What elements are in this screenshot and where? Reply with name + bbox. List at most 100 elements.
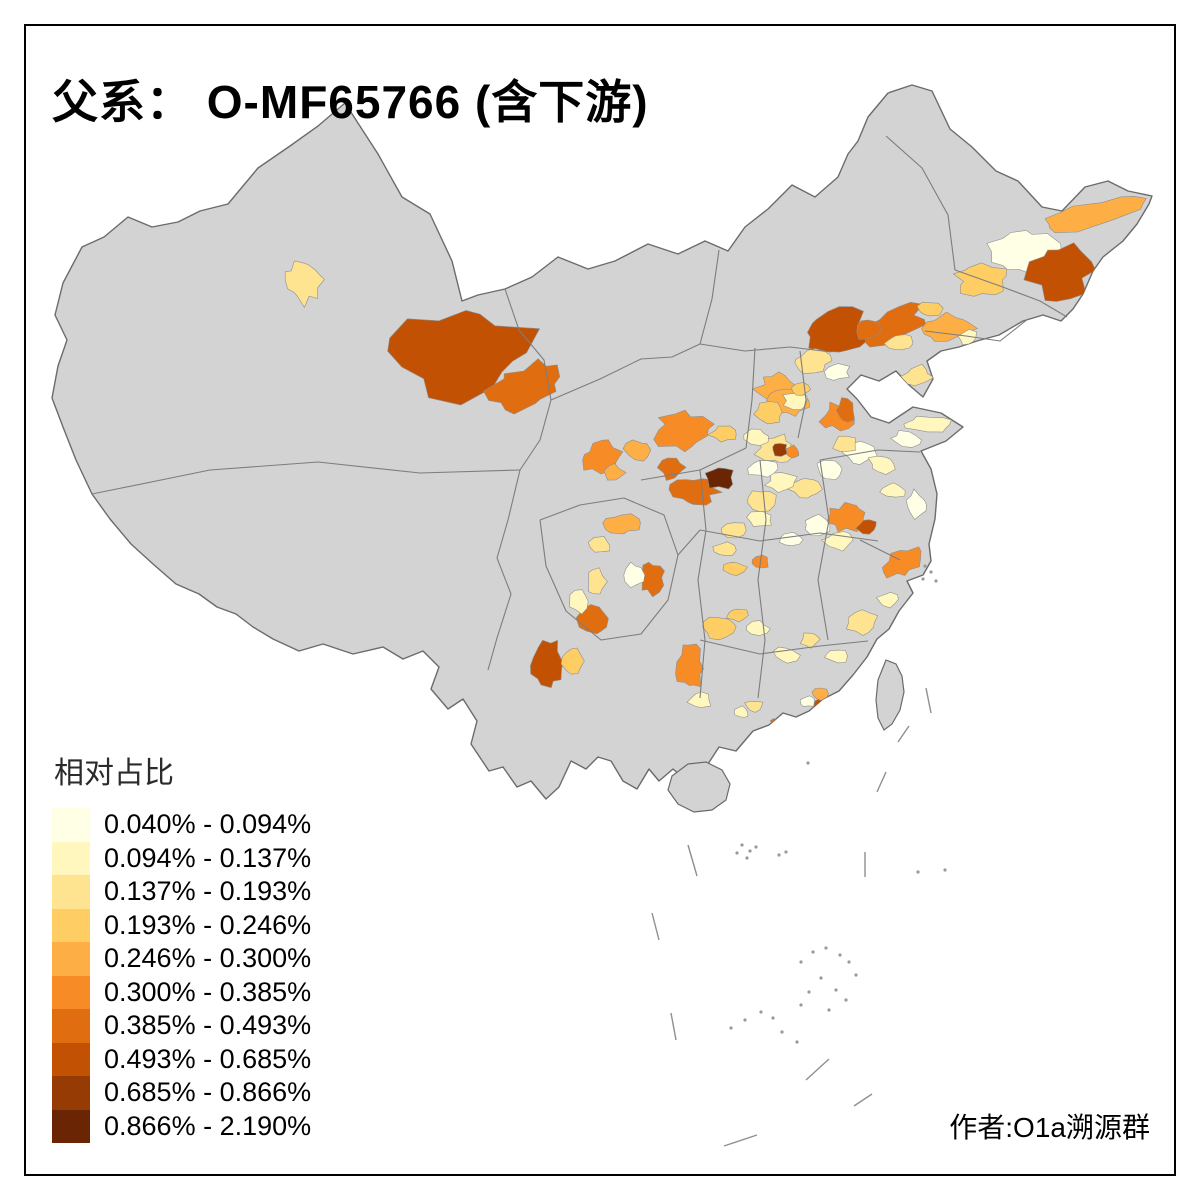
prefecture-region — [721, 522, 747, 539]
prefecture-region — [284, 260, 325, 308]
prefecture-region — [785, 444, 800, 459]
prefecture-region — [712, 541, 737, 557]
prefecture-region — [588, 567, 608, 595]
prefecture-region — [734, 705, 749, 718]
islet-dot — [729, 1026, 733, 1030]
islet-dot — [735, 851, 739, 855]
prefecture-region — [905, 488, 927, 520]
prefecture-region — [916, 301, 944, 317]
prefecture-region — [807, 306, 870, 353]
prefecture-region — [952, 262, 1008, 297]
islet-dot — [824, 946, 828, 950]
islet-dot — [811, 950, 815, 954]
colored-prefecture-regions — [284, 195, 1147, 727]
prefecture-region — [602, 513, 641, 535]
legend-row: 0.094% - 0.137% — [52, 841, 311, 875]
islet-dot — [795, 1040, 799, 1044]
prefecture-region — [569, 589, 589, 615]
islet-dot — [740, 843, 744, 847]
author-caption: 作者:O1a溯源群 — [949, 1112, 1150, 1143]
prefecture-region — [957, 329, 977, 346]
legend: 相对占比 0.040% - 0.094% 0.094% - 0.137% 0.137… — [52, 748, 311, 1143]
islet-dot — [745, 856, 749, 860]
islet-dot — [827, 1008, 831, 1012]
islet-dot — [780, 1030, 784, 1034]
prefecture-region — [622, 439, 652, 462]
legend-label: 0.193% - 0.246% — [104, 909, 312, 940]
prefecture-region — [903, 415, 952, 433]
prefecture-region — [875, 591, 899, 609]
islet-dot — [748, 849, 752, 853]
prefecture-region — [804, 513, 831, 537]
prefecture-region — [879, 482, 906, 498]
prefecture-region — [791, 381, 812, 396]
legend-label: 0.137% - 0.193% — [104, 876, 312, 907]
islet-dot — [784, 850, 788, 854]
prefecture-region — [1023, 242, 1096, 302]
prefecture-region — [832, 435, 857, 452]
islet-dash — [853, 1093, 873, 1107]
islet-dot — [807, 990, 811, 994]
prefecture-region — [883, 334, 914, 351]
prefecture-region — [772, 443, 788, 457]
prefecture-region — [867, 455, 896, 475]
legend-swatch — [52, 1042, 90, 1076]
prefecture-region — [653, 409, 715, 453]
prefecture-region — [675, 643, 705, 688]
islet-dot — [771, 1016, 775, 1020]
prefecture-region — [835, 397, 855, 423]
prefecture-region — [530, 639, 563, 689]
legend-row: 0.493% - 0.685% — [52, 1042, 312, 1076]
islet-dash — [651, 912, 660, 941]
islet-dot — [844, 998, 848, 1002]
prefecture-region — [587, 536, 611, 553]
prefecture-region — [744, 700, 764, 713]
islet-dash — [876, 771, 887, 793]
islet-dot — [943, 868, 947, 872]
legend-label: 0.385% - 0.493% — [104, 1010, 312, 1041]
prefecture-region — [560, 647, 585, 675]
islet-dot — [754, 845, 758, 849]
islet-dot — [916, 870, 920, 874]
legend-rows: 0.040% - 0.094% 0.094% - 0.137% 0.137% - 0… — [52, 808, 311, 1143]
legend-swatch — [52, 1076, 90, 1110]
islet-dot — [834, 988, 838, 992]
islet-dash — [925, 687, 932, 714]
legend-row: 0.193% - 0.246% — [52, 908, 312, 942]
province-borders — [91, 135, 1068, 699]
prefecture-region — [1044, 195, 1147, 234]
islet-dash — [670, 1012, 677, 1041]
islet-dot — [847, 960, 851, 964]
islet-dot — [838, 953, 842, 957]
legend-swatch — [52, 908, 90, 942]
legend-label: 0.040% - 0.094% — [104, 809, 312, 840]
legend-swatch — [52, 975, 90, 1009]
prefecture-region — [656, 457, 687, 481]
islet-dot — [854, 973, 858, 977]
prefecture-region — [623, 561, 646, 589]
prefecture-region — [823, 363, 851, 381]
prefecture-region — [603, 463, 627, 481]
islet-dot — [743, 1018, 747, 1022]
islet-dot — [923, 564, 927, 568]
prefecture-region — [726, 608, 749, 623]
legend-row: 0.300% - 0.385% — [52, 975, 311, 1009]
prefecture-region — [824, 649, 848, 664]
legend-label: 0.246% - 0.300% — [104, 943, 312, 974]
prefecture-region — [799, 632, 821, 649]
legend-label: 0.685% - 0.866% — [104, 1077, 312, 1108]
prefecture-region — [753, 401, 783, 425]
hainan-island — [667, 761, 731, 813]
islet-dot — [799, 960, 803, 964]
islet-dot — [934, 579, 938, 583]
legend-swatch — [52, 1109, 90, 1143]
prefecture-region — [856, 319, 882, 340]
prefecture-region — [846, 609, 879, 636]
legend-label: 0.866% - 2.190% — [104, 1110, 312, 1141]
legend-label: 0.493% - 0.685% — [104, 1043, 312, 1074]
prefecture-region — [763, 472, 798, 493]
prefecture-region — [747, 490, 777, 513]
legend-row: 0.246% - 0.300% — [52, 942, 311, 976]
taiwan-island — [875, 659, 905, 731]
